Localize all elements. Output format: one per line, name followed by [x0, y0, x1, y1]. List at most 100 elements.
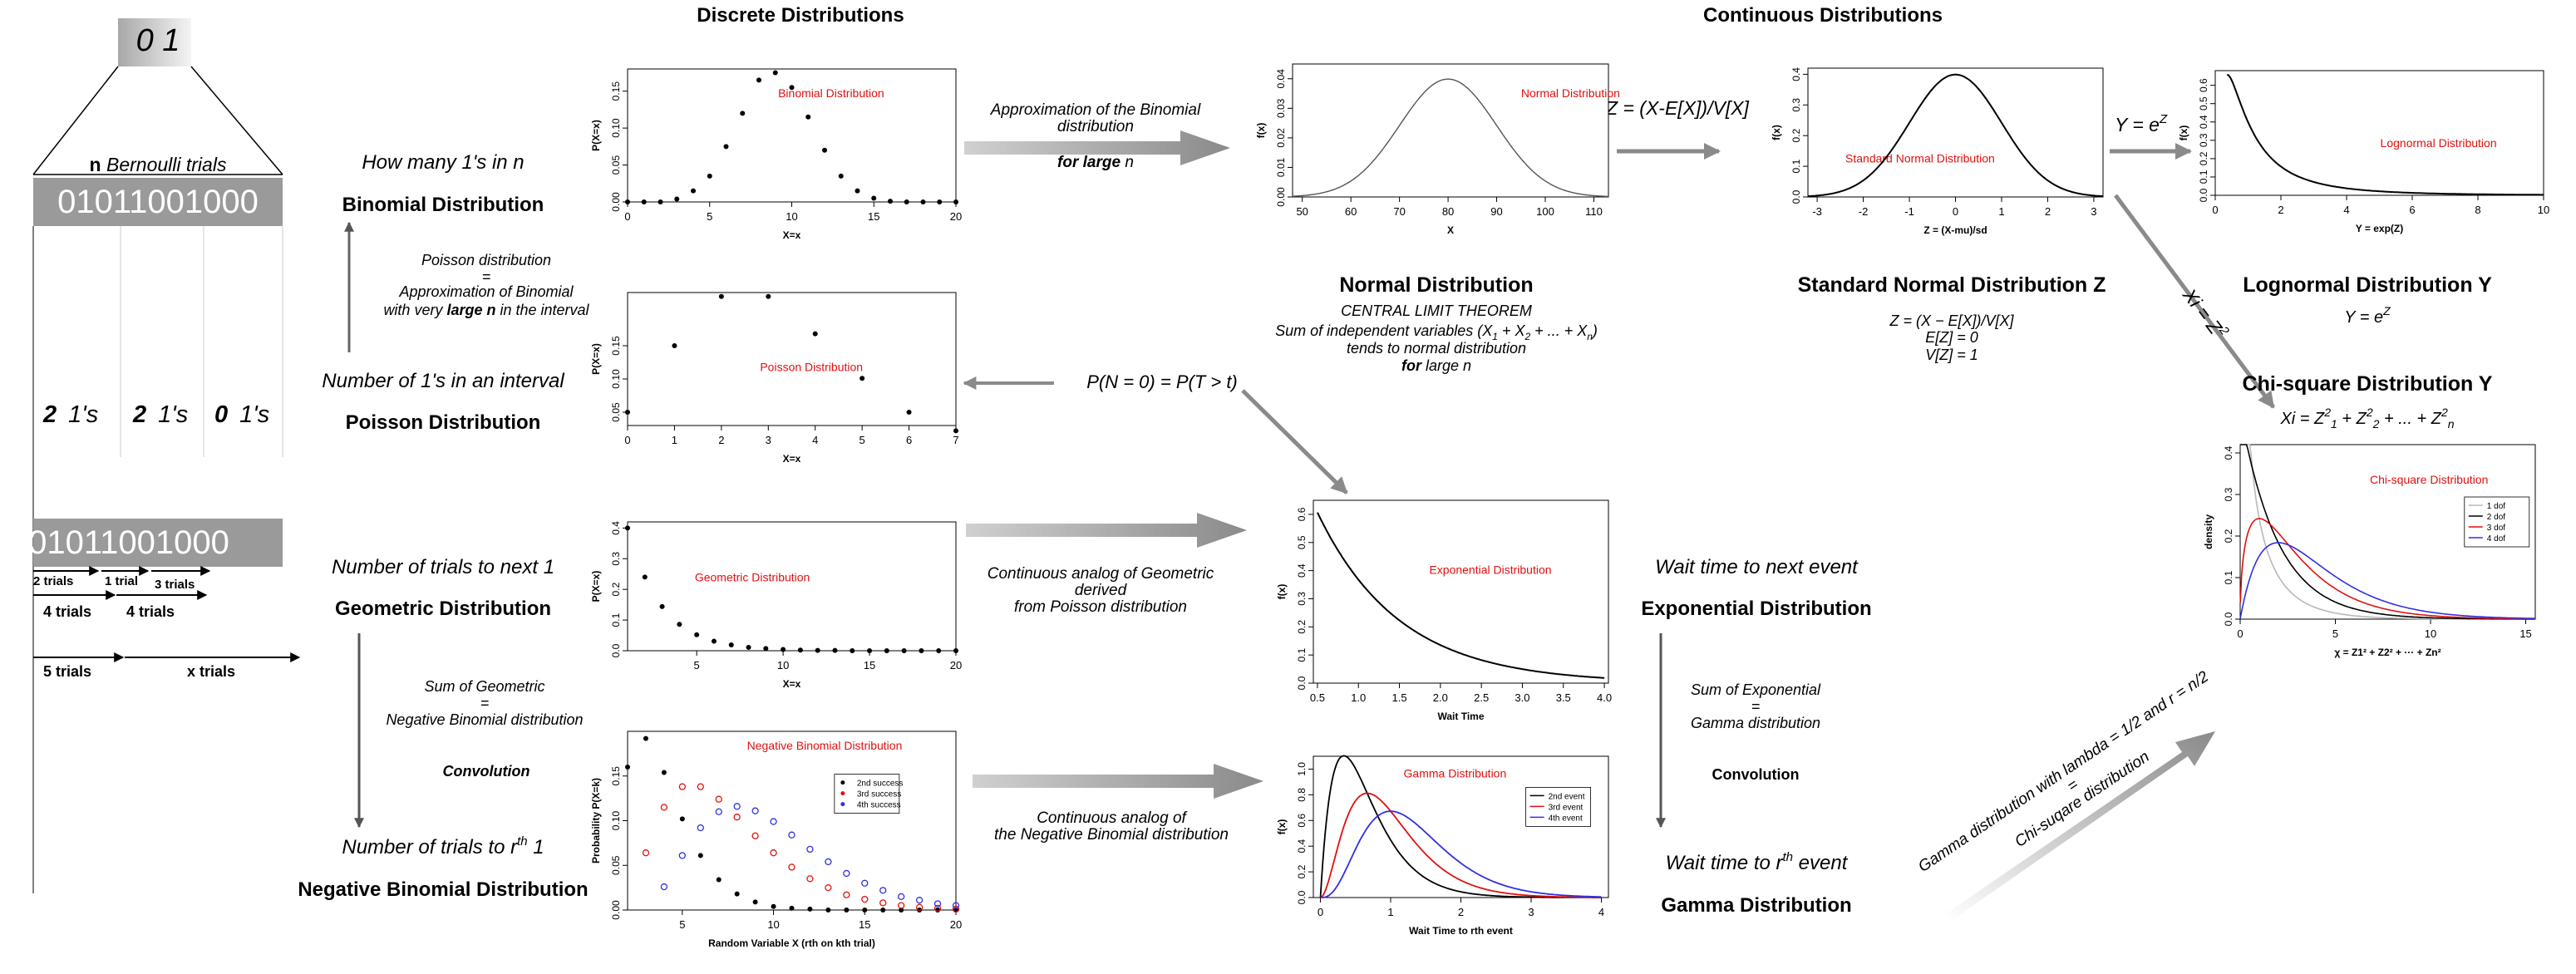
- approx-2: distribution: [1057, 118, 1134, 135]
- data-point: [899, 908, 904, 913]
- density-curve: [1807, 73, 2104, 198]
- cont-geo-1: Continuous analog of Geometric: [988, 565, 1214, 583]
- sum-geo-2: =: [480, 695, 490, 711]
- data-point: [678, 783, 686, 790]
- x-axis-label: Wait Time to rth event: [1409, 925, 1513, 937]
- data-point: [728, 642, 734, 647]
- x-tick-label: -3: [1812, 205, 1822, 218]
- y-tick-label: 0.1: [2223, 570, 2234, 584]
- y-tick-label: 0.8: [1296, 788, 1308, 802]
- data-point: [888, 199, 893, 204]
- x-tick-label: 6: [2409, 204, 2415, 216]
- label-1trial: 1 trial: [105, 574, 138, 588]
- data-point: [879, 887, 887, 894]
- label-xtrials: x trials: [187, 663, 235, 680]
- y-tick-label: 1.0: [1296, 762, 1308, 776]
- label-4trials-a: 4 trials: [43, 603, 91, 620]
- data-point: [715, 795, 722, 803]
- x-tick-label: 1: [1998, 205, 2004, 218]
- chart-title: Normal Distribution: [1521, 86, 1620, 100]
- data-point: [740, 111, 746, 116]
- coin-box: [118, 18, 191, 66]
- data-point: [723, 144, 729, 150]
- x-tick-label: 3: [1528, 906, 1534, 918]
- cont-nb-1: Continuous analog of: [1037, 809, 1187, 827]
- negative-binomial-chart: 5 10 15 20 0.00 0.05 0.10 0.15 Random Variable X…: [590, 730, 962, 949]
- sequence-box-1: [33, 178, 283, 226]
- y-axis-label: f(x): [1276, 584, 1288, 600]
- data-point: [677, 622, 682, 627]
- y-ez-label: Y = eZ: [2115, 112, 2168, 135]
- data-point: [707, 173, 712, 179]
- x-axis-label: Y = exp(Z): [2356, 223, 2403, 234]
- data-point: [806, 875, 814, 883]
- data-point: [797, 647, 803, 653]
- data-point: [838, 173, 844, 179]
- data-point: [825, 883, 832, 892]
- data-point: [859, 376, 865, 381]
- bernoulli-rest: Bernoulli trials: [101, 154, 227, 175]
- x-tick-label: 7: [953, 434, 958, 446]
- data-point: [825, 858, 832, 866]
- legend-label: 1 dof: [2487, 502, 2505, 511]
- y-tick-label: 0.2: [1790, 129, 1802, 143]
- data-point: [674, 196, 680, 202]
- y-tick-label: 0.00: [610, 900, 622, 920]
- chart-title: Gamma Distribution: [1404, 766, 1507, 780]
- gamma-chi-1: Gamma distribution with lambda = 1/2 and…: [1915, 668, 2212, 876]
- x-tick-label: 3: [766, 434, 771, 446]
- x-tick-label: 60: [1345, 205, 1357, 218]
- chart-title: Exponential Distribution: [1429, 563, 1551, 577]
- legend-label: 4 dof: [2487, 534, 2505, 544]
- data-point: [915, 903, 924, 911]
- data-point: [898, 902, 905, 909]
- cont-geo-2: derived: [1075, 582, 1128, 599]
- z-def-2: E[Z] = 0: [1925, 329, 1978, 346]
- data-point: [915, 897, 924, 904]
- data-point: [879, 899, 887, 907]
- y-tick-label: 0.0: [1790, 189, 1802, 204]
- x-tick-label: 5: [679, 918, 685, 931]
- y-tick-label: 0.15: [610, 766, 622, 786]
- x-tick-label: 3.0: [1515, 691, 1529, 704]
- data-point: [658, 199, 663, 204]
- y-tick-label: 0.4: [2223, 445, 2234, 460]
- data-point: [733, 814, 741, 821]
- approx-1: Approximation of the Binomial: [990, 101, 1201, 119]
- sequence-2: 01011001000: [28, 524, 229, 561]
- y-tick-label: 0.04: [1275, 69, 1287, 89]
- gamma-chisq-note: Gamma distribution with lambda = 1/2 and…: [1915, 668, 2212, 876]
- y-tick-label: 0.05: [610, 402, 622, 422]
- x-tick-label: 10: [767, 918, 779, 931]
- poisson-note-1: Poisson distribution: [421, 252, 551, 268]
- data-point: [871, 195, 877, 201]
- y-axis-label: f(x): [1771, 125, 1782, 140]
- y-tick-label: 0.6: [1296, 814, 1308, 828]
- interval-count-1: 2 1's: [42, 401, 98, 428]
- x-tick-label: 0: [1953, 205, 1958, 218]
- series-line: [1320, 810, 1602, 898]
- negbin-title: Negative Binomial Distribution: [298, 878, 588, 901]
- negbin-to-gamma-arrow: [973, 764, 1263, 799]
- gamma-to-chisq-arrow: [1945, 731, 2215, 921]
- x-axis-label: Random Variable X (rth on kth trial): [708, 937, 875, 949]
- data-point: [716, 877, 722, 883]
- z-def-3: V[Z] = 1: [1925, 347, 1978, 363]
- chart-title: Poisson Distribution: [760, 361, 863, 374]
- chart-title: Standard Normal Distribution: [1845, 152, 1995, 165]
- plot-frame: [627, 68, 957, 203]
- continuous-heading: Continuous Distributions: [1703, 4, 1943, 27]
- y-tick-label: 0.15: [610, 336, 622, 356]
- data-point: [772, 70, 778, 76]
- x-axis-label: Z = (X-mu)/sd: [1923, 224, 1987, 236]
- y-tick-label: 0.3: [1296, 592, 1308, 606]
- data-point: [697, 853, 703, 858]
- plot-frame: [2214, 70, 2544, 196]
- legend-marker: [840, 791, 845, 796]
- data-point: [691, 188, 696, 194]
- y-tick-label: 0.1: [2198, 170, 2209, 184]
- y-axis-label: Probability P(X=k): [590, 778, 602, 863]
- x-tick-label: 6: [906, 434, 912, 446]
- x-tick-label: 4: [2343, 204, 2349, 216]
- x-tick-label: 0: [624, 210, 630, 223]
